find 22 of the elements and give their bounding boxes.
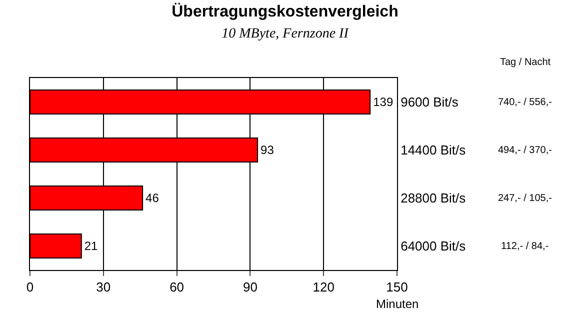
- x-tick-label: 120: [312, 280, 334, 295]
- y-tick-label: 9600 Bit/s: [400, 94, 459, 110]
- data-label: 93: [260, 143, 274, 157]
- y-tick-label: 64000 Bit/s: [400, 238, 466, 254]
- data-label: 139: [373, 95, 394, 109]
- y-tick-label: 14400 Bit/s: [400, 142, 466, 158]
- x-tick-label: 90: [242, 280, 258, 295]
- text: 112,- / 84,-: [501, 241, 549, 252]
- x-tick-label: 30: [96, 280, 111, 295]
- text: Tag / Nacht: [500, 57, 551, 68]
- text: 740,- / 556,-: [498, 97, 552, 108]
- text: 247,- / 105,-: [498, 193, 552, 204]
- text: 494,- / 370,-: [498, 145, 552, 156]
- x-tick-label: 150: [386, 280, 408, 295]
- y-tick-label: 28800 Bit/s: [400, 190, 466, 206]
- x-axis-title: Minuten: [376, 297, 419, 311]
- x-tick-label: 0: [26, 280, 34, 295]
- data-label: 21: [84, 239, 98, 253]
- chart-title: Übertragungskostenvergleich: [172, 2, 398, 20]
- data-label: 46: [146, 191, 160, 205]
- chart-subtitle: 10 MByte, Fernzone II: [222, 26, 350, 42]
- x-tick-label: 60: [170, 280, 184, 295]
